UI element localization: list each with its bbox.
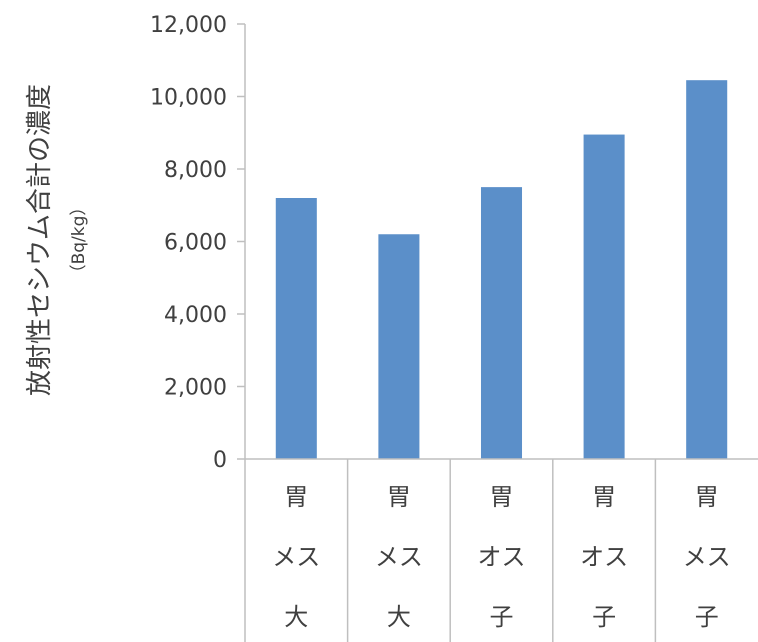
x-category-label: 子 [592,603,616,631]
x-category-label: 胃 [592,483,616,511]
x-category-label: 子 [695,603,719,631]
x-category-label: 大 [284,603,308,631]
bar [275,198,317,459]
axes [244,24,758,642]
y-tick-label: 10,000 [150,86,227,111]
x-category-label: 子 [490,603,514,631]
bar [378,234,420,459]
x-category-label: メス [683,543,731,571]
x-category-label: メス [375,543,423,571]
x-category-label: 大 [387,603,411,631]
bar [480,187,523,459]
y-tick-label: 2,000 [164,376,227,401]
y-axis-unit: （Bq/kg） [69,199,89,282]
x-category-label: メス [272,543,320,571]
x-category-label: 胃 [490,483,514,511]
bar [583,134,625,459]
y-tick-label: 12,000 [150,13,227,38]
y-tick-label: 4,000 [164,303,227,328]
x-category-label: 胃 [387,483,411,511]
y-axis-ticks: 0 2,000 4,000 6,000 8,000 10,000 12,000 [150,13,245,473]
x-category-label: 胃 [284,483,308,511]
y-tick-label: 6,000 [164,231,227,256]
y-tick-label: 0 [213,448,227,473]
x-category-label: オス [580,543,628,571]
y-axis-title: 放射性セシウム合計の濃度 （Bq/kg） [25,84,89,396]
bar [686,80,728,459]
x-category-label: オス [478,543,526,571]
y-tick-label: 8,000 [164,158,227,183]
x-category-label: 胃 [695,483,719,511]
bars [275,80,728,459]
y-axis-label: 放射性セシウム合計の濃度 [25,84,55,396]
